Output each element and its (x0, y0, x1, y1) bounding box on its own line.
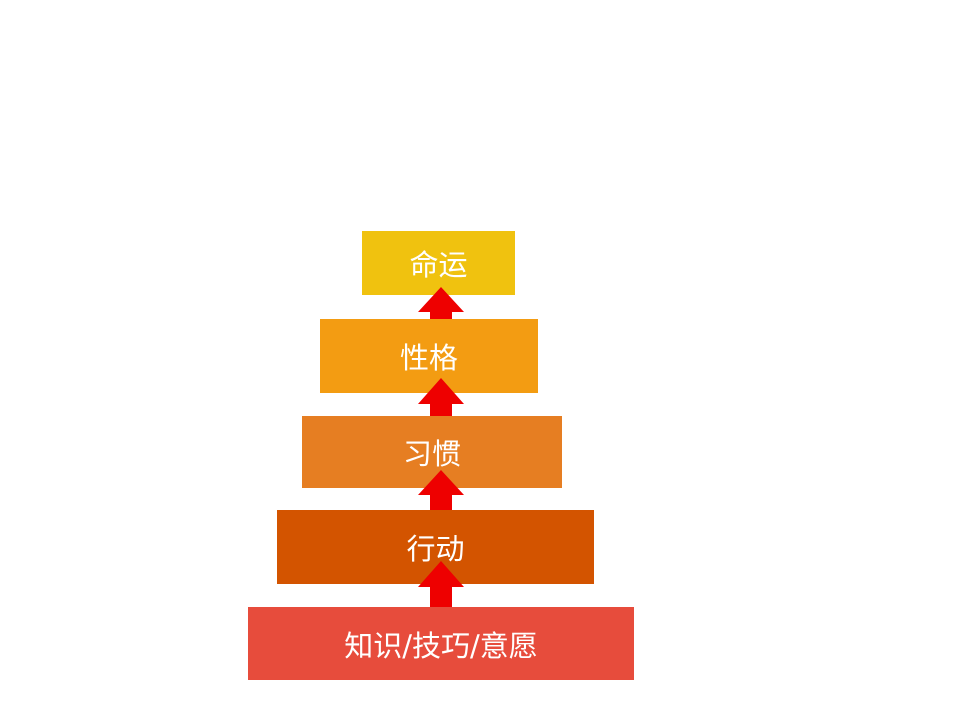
up-arrow-icon (418, 378, 464, 416)
level-box-habit: 习惯 (302, 416, 562, 488)
level-box-destiny: 命运 (362, 231, 515, 295)
level-label: 命运 (409, 248, 468, 282)
up-arrow-icon (418, 470, 464, 510)
level-label: 知识/技巧/意愿 (344, 628, 538, 663)
level-box-character: 性格 (320, 319, 538, 393)
level-label: 习惯 (402, 437, 461, 471)
level-box-knowledge: 知识/技巧/意愿 (248, 607, 634, 680)
level-label: 行动 (406, 532, 465, 566)
level-label: 性格 (399, 341, 458, 375)
up-arrow-icon (418, 287, 464, 319)
up-arrow-icon (418, 561, 464, 607)
